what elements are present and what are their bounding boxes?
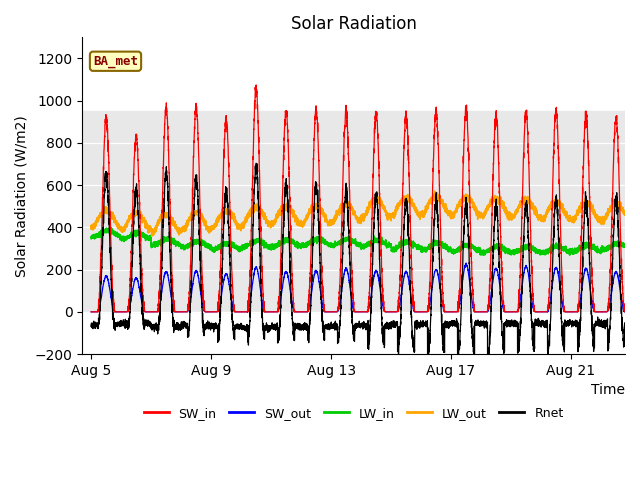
Bar [82,111,625,312]
Legend: SW_in, SW_out, LW_in, LW_out, Rnet: SW_in, SW_out, LW_in, LW_out, Rnet [139,402,568,424]
Text: BA_met: BA_met [93,55,138,68]
Title: Solar Radiation: Solar Radiation [291,15,417,33]
X-axis label: Time: Time [591,384,625,397]
Y-axis label: Solar Radiation (W/m2): Solar Radiation (W/m2) [15,115,29,276]
